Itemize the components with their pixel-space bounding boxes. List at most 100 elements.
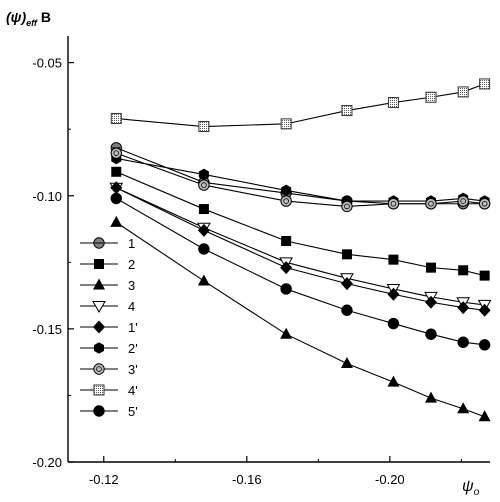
data-point [479, 78, 491, 90]
data-point [341, 105, 353, 117]
data-point [458, 265, 469, 276]
data-point [280, 118, 292, 130]
data-point [110, 147, 122, 159]
x-axis-title-sub: o [474, 487, 480, 498]
x-axis-title-main: ψ [462, 478, 474, 495]
legend-marker [93, 278, 105, 290]
data-point [280, 327, 293, 339]
data-point [341, 200, 353, 213]
legend-label: 2 [128, 257, 135, 272]
data-point [281, 236, 292, 247]
y-tick-label: -0.05 [32, 56, 62, 71]
data-point [197, 274, 210, 286]
data-point [457, 402, 470, 414]
legend-item: 3' [80, 362, 138, 377]
data-point [110, 215, 123, 227]
y-tick-label: -0.15 [32, 322, 62, 337]
series-line-8 [116, 83, 485, 128]
legend-item: 4' [80, 383, 138, 398]
axes [67, 36, 490, 463]
x-tick-label: -0.20 [375, 472, 405, 487]
legend-marker [93, 363, 105, 375]
data-point [387, 198, 400, 210]
data-point [479, 270, 490, 281]
legend-label: 4' [128, 383, 138, 398]
tick-marks: -0.05 -0.10 -0.15 -0.20 -0.12 -0.16 -0.20 [32, 56, 462, 487]
x-tick-label: -0.16 [232, 472, 262, 487]
legend-label: 3' [128, 362, 138, 377]
legend-label: 3 [128, 278, 135, 293]
data-point [198, 179, 210, 191]
data-point [110, 113, 122, 125]
legend-label: 1' [128, 320, 138, 335]
legend-item: 2 [80, 257, 135, 272]
legend-item: 1' [80, 320, 138, 335]
data-point [110, 181, 123, 195]
data-point [198, 168, 209, 181]
data-point [478, 303, 491, 317]
legend-marker [93, 405, 105, 417]
legend-item: 2' [80, 341, 138, 356]
series-line-3 [115, 221, 485, 418]
data-point [425, 198, 437, 210]
y-axis-title-suffix: B [37, 9, 51, 25]
legend-label: 5' [128, 404, 138, 419]
y-axis-title: (ψ)eff B [6, 9, 51, 28]
data-point [388, 254, 399, 265]
series-line-2 [116, 171, 485, 277]
data-point [198, 121, 210, 133]
legend-marker [92, 301, 106, 314]
series-line-5 [116, 187, 485, 311]
data-point [478, 198, 491, 210]
data-point [341, 249, 352, 260]
data-point [340, 277, 353, 291]
y-tick-label: -0.20 [32, 455, 62, 470]
data-point [197, 223, 210, 237]
data-point [387, 375, 400, 387]
y-tick-label: -0.10 [32, 189, 62, 204]
data-point [198, 204, 209, 215]
data-point [280, 283, 292, 295]
data-point [198, 243, 210, 255]
data-point [341, 304, 353, 316]
legend: 1 2 3 4 1' 2' 3' 4' 5' [80, 236, 138, 419]
legend-marker [93, 320, 105, 334]
data-point [478, 410, 491, 422]
data-point [478, 339, 491, 351]
series-line-4 [116, 187, 485, 306]
legend-label: 2' [128, 341, 138, 356]
y-axis-title-main: (ψ) [6, 9, 26, 25]
data-point [425, 91, 437, 103]
data-point [425, 262, 436, 273]
data-point [457, 301, 470, 315]
data-point [280, 195, 292, 207]
data-point [387, 317, 400, 330]
data-point [110, 192, 122, 205]
data-point [457, 86, 469, 98]
y-axis-title-sub: eff [26, 18, 38, 28]
data-point [457, 336, 469, 348]
data-point [280, 261, 293, 275]
legend-marker [93, 384, 105, 396]
data-point [425, 328, 437, 340]
data-point [424, 391, 437, 403]
legend-item: 3 [80, 278, 135, 293]
data-point [457, 195, 469, 207]
legend-label: 1 [128, 236, 135, 251]
legend-item: 1 [80, 236, 135, 251]
data-point [111, 166, 122, 177]
legend-marker [94, 259, 104, 269]
legend-marker [93, 342, 105, 354]
legend-item: 4 [80, 299, 135, 314]
data-point [387, 97, 399, 109]
data-point [281, 184, 292, 197]
data-point [340, 356, 353, 368]
x-tick-label: -0.12 [89, 472, 119, 487]
series-line-6 [116, 157, 485, 202]
legend-label: 4 [128, 299, 135, 314]
data-point [424, 295, 437, 309]
series-markers [109, 78, 492, 422]
series-lines [115, 83, 485, 418]
x-axis-title: ψo [462, 478, 480, 498]
